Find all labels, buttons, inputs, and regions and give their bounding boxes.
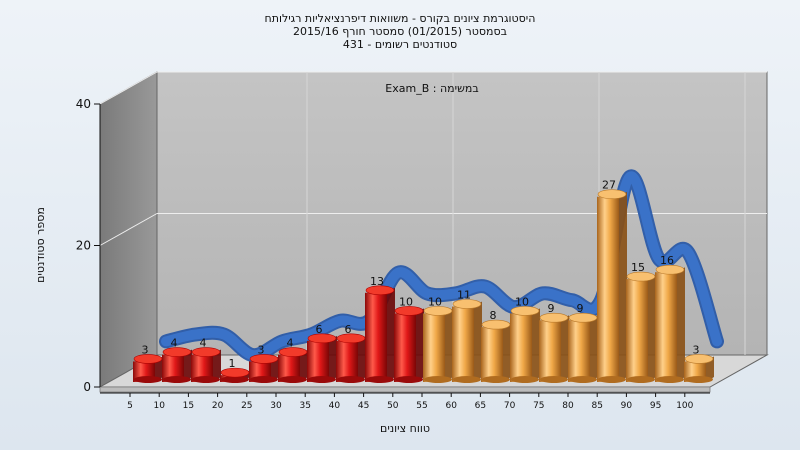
value-label-35: 6 bbox=[316, 323, 323, 336]
bar-60 bbox=[452, 299, 482, 383]
value-label-45: 13 bbox=[370, 275, 384, 288]
value-label-85: 27 bbox=[602, 179, 616, 192]
value-label-75: 9 bbox=[548, 302, 555, 315]
value-label-10: 4 bbox=[171, 337, 178, 350]
ytick-label-40: 40 bbox=[76, 97, 91, 111]
xtick-label-95: 95 bbox=[650, 401, 661, 411]
y-axis-title: מספר סטודנטים bbox=[34, 207, 47, 283]
bar-45 bbox=[365, 285, 395, 383]
xtick-label-75: 75 bbox=[533, 401, 544, 411]
value-label-60: 11 bbox=[457, 289, 471, 302]
value-label-40: 6 bbox=[345, 323, 352, 336]
xtick-label-35: 35 bbox=[299, 401, 310, 411]
trend-ribbon bbox=[159, 169, 724, 363]
value-label-95: 16 bbox=[660, 254, 674, 267]
bar-50 bbox=[394, 306, 424, 383]
xtick-label-70: 70 bbox=[504, 401, 516, 411]
bar-75 bbox=[539, 312, 569, 383]
bar-35 bbox=[307, 333, 337, 383]
bar-80 bbox=[568, 312, 598, 383]
bar-55 bbox=[423, 306, 453, 383]
axes: 0 20 40 5 10 15 20 25 30 35 40 45 50 55 60 65 70 75 80 85 90… bbox=[34, 97, 710, 435]
x-axis-title: טווח ציונים bbox=[380, 422, 430, 435]
bars bbox=[133, 189, 714, 383]
xtick-label-80: 80 bbox=[562, 401, 574, 411]
bar-90 bbox=[626, 271, 656, 383]
bar-85 bbox=[597, 189, 627, 383]
bar-25 bbox=[249, 354, 279, 383]
xtick-label-50: 50 bbox=[387, 401, 399, 411]
bar-95 bbox=[655, 264, 685, 383]
xtick-label-60: 60 bbox=[445, 401, 457, 411]
chart-title: היסטוגרמת ציונים בקורס - משוואות דיפרנצי… bbox=[265, 12, 536, 95]
xtick-label-30: 30 bbox=[270, 401, 282, 411]
ytick-label-0: 0 bbox=[83, 380, 91, 394]
xtick-label-85: 85 bbox=[591, 401, 602, 411]
bar-40 bbox=[336, 333, 366, 383]
title-line-2: בסמסטר (01/2015) סמסטר חורף 2015/16 bbox=[293, 25, 507, 38]
bar-70 bbox=[510, 306, 540, 383]
value-label-80: 9 bbox=[577, 302, 584, 315]
title-line-1: היסטוגרמת ציונים בקורס - משוואות דיפרנצי… bbox=[265, 12, 536, 25]
value-label-55: 10 bbox=[428, 295, 442, 308]
value-label-15: 4 bbox=[200, 337, 207, 350]
title-line-3: סטודנטים רשומים - 431 bbox=[343, 38, 457, 51]
trend-ribbon-line bbox=[161, 171, 722, 361]
bar-20 bbox=[220, 367, 250, 383]
value-label-30: 4 bbox=[287, 337, 294, 350]
xtick-label-55: 55 bbox=[416, 401, 427, 411]
floor-edge bbox=[99, 386, 711, 393]
bar-10 bbox=[162, 347, 192, 383]
value-label-50: 10 bbox=[399, 295, 413, 308]
xtick-label-25: 25 bbox=[241, 401, 252, 411]
inner-label: Exam_B : במשימה bbox=[385, 82, 478, 95]
value-label-90: 15 bbox=[631, 261, 645, 274]
xtick-label-100: 100 bbox=[676, 401, 693, 411]
xtick-label-20: 20 bbox=[212, 401, 224, 411]
xtick-label-90: 90 bbox=[621, 401, 633, 411]
grid-diag-20 bbox=[99, 213, 158, 246]
xtick-label-65: 65 bbox=[475, 401, 486, 411]
ytick-label-20: 20 bbox=[76, 239, 91, 253]
value-label-20: 1 bbox=[229, 357, 236, 370]
bar-100 bbox=[684, 354, 714, 383]
bar-65 bbox=[481, 319, 511, 383]
xtick-label-45: 45 bbox=[358, 401, 369, 411]
xtick-label-5: 5 bbox=[127, 401, 133, 411]
xtick-label-10: 10 bbox=[153, 401, 165, 411]
xtick-label-40: 40 bbox=[329, 401, 341, 411]
value-label-25: 3 bbox=[258, 343, 265, 356]
value-label-70: 10 bbox=[515, 295, 529, 308]
grid-diag-40 bbox=[99, 71, 158, 105]
value-label-5: 3 bbox=[142, 343, 149, 356]
bar-30 bbox=[278, 347, 308, 383]
value-label-100: 3 bbox=[693, 343, 700, 356]
xtick-label-15: 15 bbox=[183, 401, 194, 411]
value-label-65: 8 bbox=[490, 309, 497, 322]
bar-15 bbox=[191, 347, 221, 383]
bar-5 bbox=[133, 354, 163, 383]
